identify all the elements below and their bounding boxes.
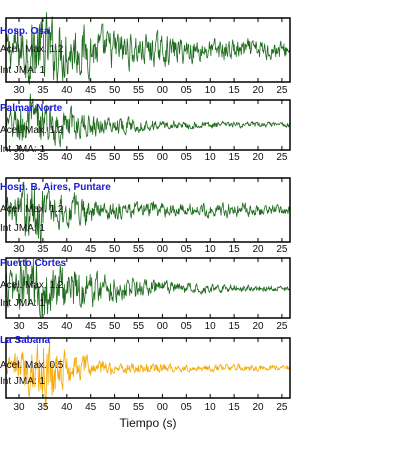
panel-2: 30 35 40 45 50 55 00 05 10 15 20 25 [5, 93, 291, 163]
x-tick-label: 20 [252, 85, 264, 96]
panel-1: 30 35 40 45 50 55 00 05 10 15 20 25 [5, 12, 291, 96]
waveform-trace [5, 93, 291, 148]
max-acceleration-label: Acel. Max. 1.2 [0, 44, 64, 55]
max-acceleration-label: Acel. Max. 0.5 [0, 360, 64, 371]
x-tick-label: 50 [109, 321, 121, 332]
station-name: Palmar Norte [0, 103, 63, 114]
x-tick-label: 20 [252, 402, 264, 413]
panels-group: 30 35 40 45 50 55 00 05 10 15 20 25 30 35 40 45 50 55 00 05… [5, 12, 291, 413]
x-tick-label: 40 [61, 244, 73, 255]
panel-4: 30 35 40 45 50 55 00 05 10 15 20 25 [5, 257, 291, 332]
x-tick-label: 35 [37, 321, 49, 332]
x-tick-label: 15 [229, 244, 241, 255]
max-acceleration-label: Acel. Max. 1.2 [0, 280, 64, 291]
x-tick-label: 25 [276, 321, 288, 332]
panel-3: 30 35 40 45 50 55 00 05 10 15 20 25 [5, 177, 291, 255]
waveform-trace [5, 342, 291, 410]
x-tick-label: 20 [252, 321, 264, 332]
waveform-trace [5, 12, 291, 85]
x-tick-label: 15 [229, 85, 241, 96]
x-axis-label: Tiempo (s) [120, 416, 177, 430]
x-tick-label: 05 [181, 152, 193, 163]
x-tick-label: 30 [13, 244, 25, 255]
x-tick-label: 10 [205, 85, 217, 96]
panel-frame [5, 177, 291, 243]
x-tick-label: 30 [13, 402, 25, 413]
max-acceleration-label: Acel. Max. 1.2 [0, 204, 64, 215]
jma-intensity-label: Int JMA: 1 [0, 298, 46, 309]
x-tick-label: 40 [61, 402, 73, 413]
x-tick-label: 25 [276, 85, 288, 96]
x-tick-label: 35 [37, 244, 49, 255]
x-tick-label: 50 [109, 402, 121, 413]
x-tick-label: 45 [85, 402, 97, 413]
x-tick-label: 55 [133, 321, 145, 332]
x-tick-label: 40 [61, 321, 73, 332]
x-tick-label: 55 [133, 244, 145, 255]
x-tick-label: 05 [181, 85, 193, 96]
x-tick-label: 25 [276, 244, 288, 255]
x-tick-label: 10 [205, 244, 217, 255]
jma-intensity-label: Int JMA: 1 [0, 144, 46, 155]
x-tick-label: 45 [85, 152, 97, 163]
x-tick-label: 15 [229, 402, 241, 413]
x-tick-label: 15 [229, 152, 241, 163]
x-tick-label: 30 [13, 152, 25, 163]
x-tick-label: 00 [157, 152, 169, 163]
x-tick-label: 55 [133, 402, 145, 413]
max-acceleration-label: Acel. Max. 1.2 [0, 125, 64, 136]
x-tick-label: 10 [205, 152, 217, 163]
station-name: La Sabana [0, 335, 51, 346]
x-tick-label: 15 [229, 321, 241, 332]
panel-5: 30 35 40 45 50 55 00 05 10 15 20 25 [5, 337, 291, 413]
x-tick-label: 45 [85, 321, 97, 332]
x-tick-label: 50 [109, 244, 121, 255]
jma-intensity-label: Int JMA: 1 [0, 376, 46, 387]
x-tick-label: 40 [61, 152, 73, 163]
x-tick-label: 00 [157, 321, 169, 332]
jma-intensity-label: Int JMA: 1 [0, 65, 46, 76]
x-tick-label: 30 [13, 321, 25, 332]
x-tick-label: 05 [181, 244, 193, 255]
x-tick-label: 55 [133, 85, 145, 96]
x-tick-label: 50 [109, 152, 121, 163]
x-tick-label: 05 [181, 321, 193, 332]
x-tick-label: 25 [276, 402, 288, 413]
x-tick-label: 40 [61, 85, 73, 96]
x-tick-label: 35 [37, 152, 49, 163]
x-tick-label: 00 [157, 244, 169, 255]
panel-frame [5, 99, 291, 151]
x-tick-label: 50 [109, 85, 121, 96]
station-name: Hosp. Osa [0, 26, 50, 37]
x-tick-label: 10 [205, 321, 217, 332]
x-tick-label: 35 [37, 402, 49, 413]
x-tick-label: 35 [37, 85, 49, 96]
x-tick-label: 10 [205, 402, 217, 413]
waveform-trace [5, 258, 291, 320]
x-tick-label: 00 [157, 402, 169, 413]
x-tick-label: 45 [85, 244, 97, 255]
jma-intensity-label: Int JMA: 1 [0, 223, 46, 234]
x-tick-label: 20 [252, 152, 264, 163]
x-tick-label: 00 [157, 85, 169, 96]
station-name: Hosp. B. Aires, Puntare [0, 182, 111, 193]
x-tick-label: 45 [85, 85, 97, 96]
x-tick-label: 30 [13, 85, 25, 96]
panel-frame [5, 17, 291, 83]
panel-frame [5, 337, 291, 399]
x-tick-label: 05 [181, 402, 193, 413]
waveform-trace [5, 181, 291, 245]
x-tick-label: 20 [252, 244, 264, 255]
station-name: Puerto Cortes [0, 258, 67, 269]
x-tick-label: 55 [133, 152, 145, 163]
panel-frame [5, 257, 291, 319]
x-tick-label: 25 [276, 152, 288, 163]
